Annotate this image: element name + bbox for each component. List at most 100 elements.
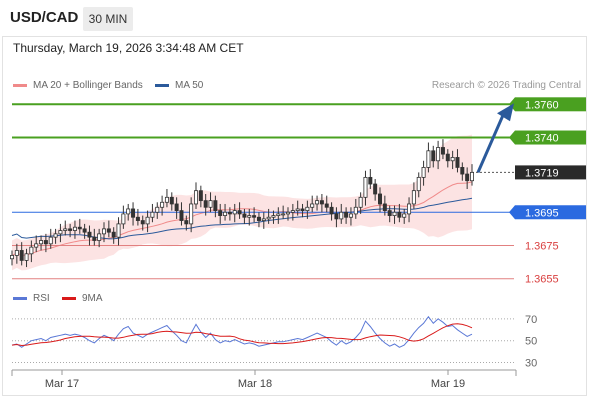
candle-body [82,228,87,233]
candle-body [285,211,290,215]
chart-card [2,36,587,396]
candle-body [39,240,44,245]
candle-body [87,231,92,238]
candle-body [19,250,24,261]
resistance-label-0: 1.3760 [525,99,559,111]
timestamp: Thursday, March 19, 2026 3:34:48 AM CET [13,41,244,55]
bollinger-swatch [13,84,27,87]
candle-body [300,208,305,212]
x-tick-label-0: Mar 17 [45,378,79,390]
forecast-arrow-head [497,103,514,122]
candle-body [203,200,208,208]
candle-body [218,210,223,216]
candle-body [232,210,237,215]
rsi-level-label-1: 50 [525,336,537,348]
candle-body [237,210,242,215]
resistance-tag-pointer-1 [509,130,515,145]
candle-body [97,233,102,241]
legend-ma50-label: MA 50 [175,80,204,91]
candle-body [198,190,203,202]
rsi-level-label-2: 30 [525,358,537,370]
candle-body [189,203,194,225]
candle-body [276,213,281,216]
candle-body [227,211,232,215]
candle-body [58,230,63,235]
candle-body [34,243,39,248]
candle-body [174,203,179,212]
candle-body [387,210,392,216]
legend-rsi-label: RSI [33,293,50,304]
candle-body [431,150,436,162]
candle-body [121,213,126,225]
candle-body [68,228,73,231]
pivot-tag-pointer-3 [509,205,515,220]
timeframe-button[interactable]: 30 MIN [83,7,133,31]
candle-body [145,216,150,225]
candle-body [329,206,334,215]
candle-body [334,213,339,220]
candle-body [126,208,131,215]
legend-bollinger: MA 20 + Bollinger Bands [13,80,143,91]
candle-body [247,215,252,218]
candle-body [469,171,474,182]
candle-body [169,196,174,205]
candle-body [339,211,344,220]
forecast-arrow-shaft [476,114,505,174]
current-price-tag [515,165,586,180]
rsi-line [11,315,473,348]
candle-body [256,216,261,221]
candle-body [102,228,107,235]
candle-body [150,211,155,218]
candle-body [436,147,441,162]
candle-body [140,220,145,225]
candle-body [392,211,397,216]
candle-body [184,220,189,225]
candle-body [271,215,276,218]
candle-body [116,223,121,238]
candle-body [348,213,353,218]
legend-rsi: RSI [13,293,50,304]
candle-body [24,253,29,261]
candle-body [382,203,387,212]
legend-ma9: 9MA [62,293,103,304]
candle-body [131,208,136,218]
candle-body [281,213,286,216]
bollinger-band [12,134,472,271]
support-label-5: 1.3655 [525,274,559,286]
candle-body [450,157,455,162]
candle-body [29,246,34,255]
candle-body [208,200,213,208]
candle-body [358,196,363,208]
rsi-swatch [13,297,27,300]
candle-body [373,183,378,195]
currency-pair-title: USD/CAD [10,9,79,26]
candle-body [411,190,416,205]
candle-body [344,211,349,218]
candle-body [295,208,300,212]
candle-body [252,215,257,218]
candle-body [440,147,445,155]
candle-body [77,226,82,230]
resistance-tag-pointer-0 [509,97,515,112]
candle-body [63,228,68,231]
legend-ma50: MA 50 [155,80,203,91]
candle-body [363,176,368,198]
candle-body [445,153,450,162]
candle-body [106,228,111,233]
candle-body [455,157,460,168]
candle-body [368,176,373,185]
candle-body [416,176,421,192]
candle-body [164,196,169,203]
candle-body [377,193,382,205]
candle-body [14,250,19,256]
candle-body [135,216,140,221]
pivot-tag-3 [515,205,586,220]
candle-body [193,190,198,205]
x-tick-label-1: Mar 18 [238,378,272,390]
copyright-text: Research © 2026 Trading Central [431,80,581,91]
rsi-level-label-0: 70 [525,314,537,326]
candle-body [261,218,266,221]
candle-body [324,203,329,208]
candle-body [53,233,58,238]
